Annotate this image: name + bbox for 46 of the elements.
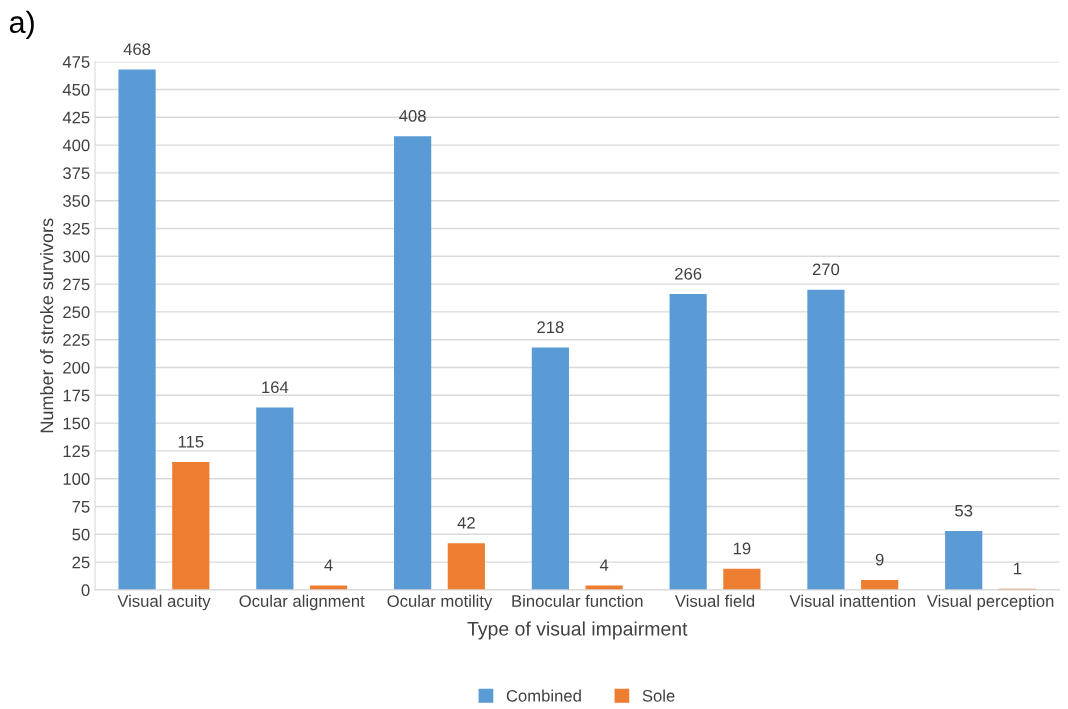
y-tick-label: 175 <box>63 389 90 402</box>
y-tick-label: 0 <box>81 584 90 597</box>
y-tick-label: 425 <box>62 111 90 124</box>
y-tick-label: 225 <box>63 334 90 346</box>
data-label: 266 <box>675 267 702 280</box>
x-tick-label: Ocular motility <box>387 594 493 611</box>
x-tick-label: Visual perception <box>926 594 1054 611</box>
data-label: 42 <box>457 516 475 529</box>
data-label: 468 <box>123 43 151 56</box>
data-label: 53 <box>955 504 973 517</box>
data-label: 1 <box>1014 562 1022 575</box>
data-label: 19 <box>733 542 751 555</box>
y-tick-label: 400 <box>62 139 90 152</box>
x-tick-label: Visual inattention <box>789 594 916 607</box>
y-tick-label: 50 <box>72 528 90 541</box>
y-tick-label: 450 <box>62 83 90 96</box>
x-tick-label: Ocular alignment <box>239 594 365 611</box>
y-axis-title: Number of stroke survivors <box>40 218 54 433</box>
x-tick-label: Binocular function <box>512 594 643 607</box>
y-tick-label: 25 <box>72 556 90 569</box>
x-tick-label: Visual field <box>674 594 755 607</box>
y-tick-label: 350 <box>63 195 90 207</box>
x-tick-label: Visual acuity <box>117 594 211 611</box>
chart-title: a) <box>9 10 34 40</box>
y-tick-label: 300 <box>63 250 90 263</box>
y-tick-label: 125 <box>63 445 90 458</box>
legend-label: Combined <box>506 689 581 702</box>
data-label: 115 <box>178 435 204 448</box>
data-label: 164 <box>262 381 289 394</box>
data-label: 218 <box>537 321 564 334</box>
y-tick-label: 275 <box>63 278 90 291</box>
y-tick-label: 200 <box>63 361 90 374</box>
y-tick-label: 375 <box>63 167 90 180</box>
data-label: 4 <box>324 559 333 571</box>
y-tick-label: 150 <box>63 417 90 430</box>
y-tick-label: 475 <box>62 56 90 68</box>
y-tick-label: 100 <box>63 473 90 485</box>
y-tick-label: 250 <box>63 306 90 319</box>
data-label: 9 <box>875 553 884 566</box>
data-label: 270 <box>812 263 840 276</box>
y-tick-label: 75 <box>72 501 90 513</box>
x-axis-title: Type of visual impairment <box>467 621 688 640</box>
legend-label: Sole <box>642 689 675 702</box>
data-label: 4 <box>599 559 609 571</box>
data-label: 408 <box>399 109 426 122</box>
y-tick-label: 325 <box>63 222 90 235</box>
